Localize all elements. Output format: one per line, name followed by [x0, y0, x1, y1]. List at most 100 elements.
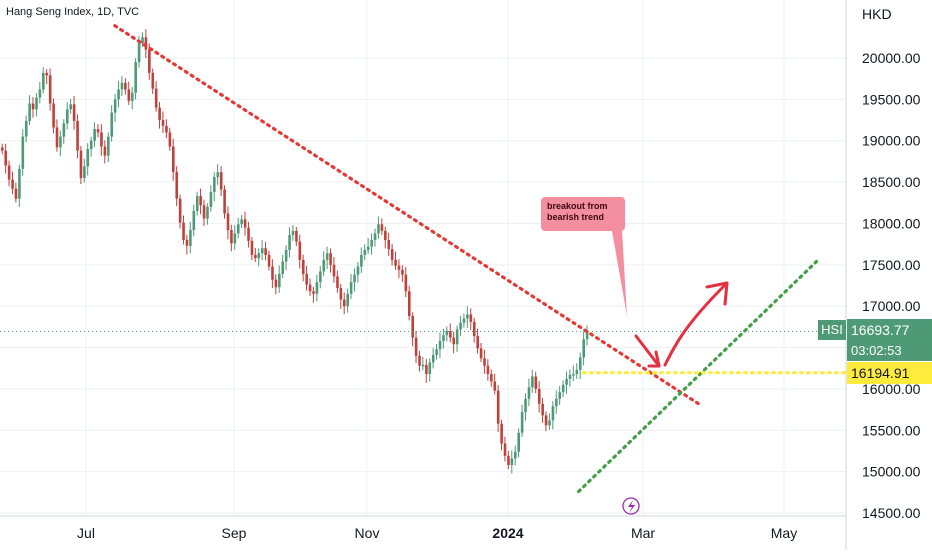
candle-body	[565, 378, 568, 385]
x-tick-label: 2024	[492, 525, 523, 541]
y-tick-label: 18500.00	[862, 174, 921, 190]
candle-body	[288, 235, 291, 250]
candle-body	[469, 314, 473, 322]
y-tick-label: 19500.00	[862, 91, 921, 107]
candle-body	[319, 271, 322, 283]
candlesticks	[0, 29, 846, 474]
candle-body	[185, 240, 189, 246]
candle-body	[500, 423, 503, 444]
candle-body	[271, 266, 274, 280]
candle-body	[158, 107, 161, 121]
candle-body	[226, 213, 230, 231]
candle-body	[503, 443, 507, 456]
candle-body	[561, 384, 565, 393]
up-arrow-head	[705, 281, 729, 306]
candle-body	[339, 287, 343, 300]
candle-body	[161, 120, 165, 126]
candle-body	[69, 104, 72, 110]
currency-label[interactable]: HKD	[862, 6, 892, 22]
candle-body	[141, 37, 144, 44]
candle-body	[568, 374, 572, 379]
candle-body	[575, 369, 579, 375]
candle-body	[45, 72, 49, 76]
candle-body	[401, 269, 404, 275]
candle-body	[520, 412, 524, 433]
candle-body	[435, 349, 438, 355]
x-tick-label: Jul	[77, 525, 95, 541]
candle-body	[531, 376, 534, 388]
up-arrow	[663, 283, 727, 367]
candle-body	[219, 172, 223, 190]
y-tick-label: 14500.00	[862, 505, 921, 521]
candle-body	[79, 150, 83, 178]
candle-body	[312, 291, 315, 294]
candle-body	[332, 264, 336, 277]
candle-body	[62, 123, 66, 137]
x-tick-label: Mar	[631, 525, 655, 541]
lightning-icon-bolt	[628, 500, 635, 513]
candle-body	[558, 392, 562, 399]
annotation-callout[interactable]: breakout from bearish trend	[541, 197, 625, 231]
candle-body	[466, 314, 469, 319]
candle-body	[274, 279, 278, 288]
candle-body	[336, 276, 339, 288]
candle-body	[192, 211, 196, 231]
candle-body	[425, 364, 428, 375]
candle-body	[76, 120, 79, 151]
candle-body	[18, 168, 21, 199]
candle-body	[459, 322, 462, 330]
candle-body	[52, 103, 55, 128]
candle-body	[209, 192, 213, 207]
candle-body	[295, 230, 298, 242]
candle-body	[544, 415, 548, 426]
trendlines[interactable]	[113, 24, 848, 494]
candle-body	[346, 293, 350, 307]
candle-body	[7, 165, 11, 180]
candle-body	[325, 253, 329, 260]
candle-body	[291, 230, 295, 236]
candle-body	[257, 253, 261, 259]
candle-body	[216, 172, 220, 178]
candle-body	[89, 140, 93, 149]
candle-body	[397, 265, 401, 270]
candle-body	[124, 82, 127, 90]
candle-body	[387, 240, 391, 250]
candle-body	[38, 89, 42, 98]
candle-body	[100, 132, 103, 147]
down-arrow-head	[647, 350, 661, 368]
candle-body	[165, 125, 168, 133]
candle-body	[127, 89, 131, 102]
candle-body	[479, 348, 483, 359]
candle-body	[107, 136, 110, 156]
axes: 20000.00 19500.00 19000.00 18500.00 18000.00…	[0, 0, 921, 550]
candle-body	[120, 82, 124, 90]
candle-body	[301, 259, 305, 274]
candle-body	[4, 150, 8, 166]
candle-body	[83, 166, 86, 178]
candle-body	[240, 219, 243, 225]
x-tick-label: Sep	[222, 525, 247, 541]
candle-body	[96, 129, 100, 133]
candle-body	[551, 406, 555, 421]
candle-body	[243, 219, 247, 228]
candle-body	[24, 120, 28, 137]
y-tick-label: 20000.00	[862, 50, 921, 66]
candle-body	[103, 146, 107, 156]
candle-body	[360, 254, 363, 267]
candle-body	[431, 354, 435, 363]
arrows	[612, 231, 729, 368]
y-tick-label: 17500.00	[862, 257, 921, 273]
candle-body	[233, 233, 237, 244]
candle-body	[305, 273, 308, 285]
candle-body	[572, 374, 575, 376]
y-tick-label: 16000.00	[862, 381, 921, 397]
level-price-tag: 16194.91	[847, 362, 932, 384]
candle-body	[414, 337, 418, 356]
lightning-icon[interactable]	[622, 497, 640, 515]
candle-body	[493, 381, 497, 391]
candle-body	[264, 248, 267, 255]
candle-body	[59, 136, 62, 148]
candle-body	[14, 188, 18, 199]
